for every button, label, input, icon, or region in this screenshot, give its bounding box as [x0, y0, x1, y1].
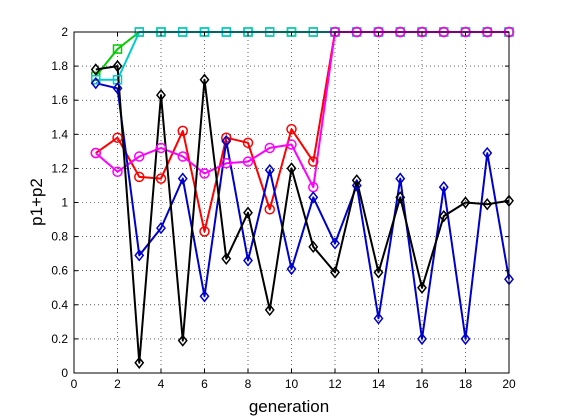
data-point-diamond [243, 206, 253, 219]
x-tick-label: 2 [114, 377, 121, 391]
data-point-circle [155, 142, 167, 154]
data-point-diamond [351, 179, 362, 192]
data-point-diamond [221, 134, 232, 148]
data-point-circle [199, 168, 210, 179]
data-point-diamond [156, 88, 166, 102]
y-tick-label: 1.8 [51, 59, 68, 73]
data-point-diamond [134, 356, 145, 369]
data-point-diamond [482, 146, 493, 160]
data-point-circle [286, 139, 297, 150]
data-point-diamond [177, 172, 188, 185]
data-point-diamond [417, 281, 427, 294]
data-point-diamond [221, 252, 232, 265]
y-tick-label: 0.4 [51, 298, 68, 312]
data-point-diamond [308, 240, 319, 254]
data-point-diamond [90, 63, 101, 76]
data-point-diamond [351, 174, 362, 187]
x-tick-label: 10 [285, 377, 299, 391]
x-tick-label: 14 [372, 377, 386, 391]
data-point-diamond [264, 303, 275, 317]
y-tick-label: 1.4 [51, 127, 68, 141]
data-point-circle [242, 137, 254, 149]
data-point-diamond [438, 209, 449, 223]
y-tick-label: 0 [61, 366, 68, 380]
data-point-circle [308, 156, 319, 167]
data-point-circle [134, 151, 145, 162]
data-point-diamond [373, 312, 384, 325]
data-point-diamond [482, 198, 493, 211]
data-point-circle [177, 151, 188, 162]
data-point-circle [112, 166, 123, 178]
data-point-circle [199, 226, 210, 237]
data-point-circle [264, 142, 275, 154]
y-tick-label: 1 [61, 196, 68, 210]
data-point-diamond [417, 332, 427, 346]
data-point-circle [134, 171, 145, 183]
data-point-square [112, 44, 123, 54]
data-point-circle [112, 132, 123, 143]
data-point-diamond [330, 237, 340, 250]
y-tick-label: 0.2 [51, 332, 68, 346]
y-tick-label: 2 [61, 25, 68, 39]
data-point-diamond [460, 332, 471, 346]
data-point-circle [177, 125, 188, 137]
data-point-diamond [286, 162, 297, 175]
series-line-5 [95, 82, 510, 340]
x-tick-label: 0 [71, 377, 78, 391]
x-tick-label: 16 [415, 377, 429, 391]
x-tick-label: 20 [502, 377, 516, 391]
data-point-circle [221, 158, 232, 169]
data-point-diamond [395, 191, 406, 204]
data-point-circle [221, 132, 232, 143]
data-point-circle [242, 156, 254, 167]
y-tick-label: 1.2 [51, 161, 68, 175]
data-point-diamond [177, 334, 188, 347]
data-point-diamond [395, 172, 406, 185]
data-point-diamond [156, 221, 166, 235]
x-axis-label: generation [249, 397, 329, 416]
data-point-diamond [330, 266, 340, 279]
data-point-diamond [112, 82, 123, 95]
data-point-diamond [286, 262, 297, 276]
data-point-diamond [199, 290, 210, 303]
data-point-diamond [134, 249, 145, 262]
y-tick-label: 0.6 [51, 264, 68, 278]
data-point-diamond [90, 76, 101, 90]
x-tick-label: 8 [245, 377, 252, 391]
data-point-diamond [308, 191, 319, 204]
data-point-diamond [243, 254, 253, 267]
data-point-square [91, 74, 101, 85]
data-point-diamond [112, 59, 123, 73]
ticks: 0 2 4 6 8 10 12 14 16 18 20 0 0.2 0.4 0.6 0.8 1 1.2 1.4 1.6… [51, 25, 516, 391]
data-point-diamond [460, 196, 471, 209]
x-tick-label: 12 [328, 377, 342, 391]
data-point-diamond [373, 266, 384, 279]
data-point-circle [264, 204, 275, 215]
y-tick-label: 1.6 [51, 93, 68, 107]
data-point-diamond [199, 73, 210, 86]
x-tick-label: 6 [201, 377, 208, 391]
x-tick-label: 18 [459, 377, 473, 391]
y-axis-label: p1+p2 [27, 178, 46, 226]
data-point-circle [286, 123, 297, 135]
series-line-6 [95, 65, 510, 364]
y-tick-label: 0.8 [51, 230, 68, 244]
data-point-circle [155, 173, 167, 184]
data-point-diamond [438, 180, 449, 194]
x-tick-label: 4 [158, 377, 165, 391]
data-point-diamond [264, 163, 275, 177]
data-point-circle [90, 147, 101, 159]
